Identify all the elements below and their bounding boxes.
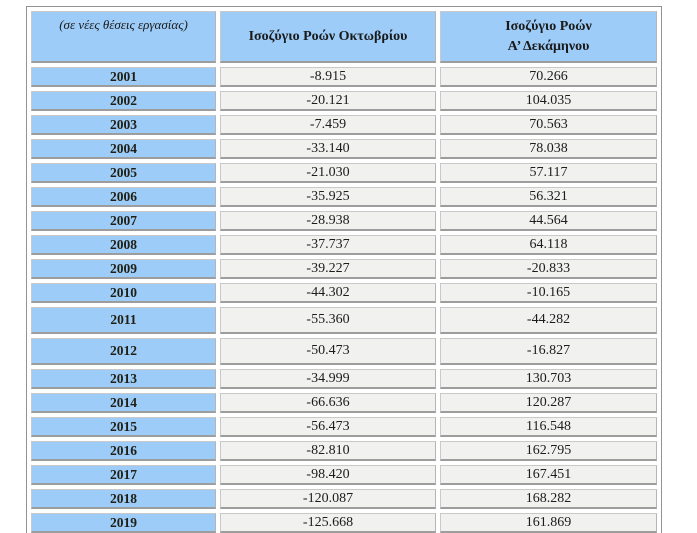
ten-month-value-cell: 57.117 <box>440 163 657 183</box>
october-value-cell: -82.810 <box>220 441 436 461</box>
table-row: 2014 -66.636 120.287 <box>31 393 657 413</box>
october-column-header: Ισοζύγιο Ροών Οκτωβρίου <box>220 11 436 63</box>
october-column-label: Ισοζύγιο Ροών Οκτωβρίου <box>248 28 408 44</box>
ten-month-value-cell: 162.795 <box>440 441 657 461</box>
ten-month-value-cell: 44.564 <box>440 211 657 231</box>
table-row: 2008 -37.737 64.118 <box>31 235 657 255</box>
ten-month-value-cell: 64.118 <box>440 235 657 255</box>
october-value-cell: -20.121 <box>220 91 436 111</box>
ten-month-column-label-line1: Ισοζύγιο Ροών <box>505 18 592 34</box>
ten-month-value-cell: 161.869 <box>440 513 657 533</box>
year-cell: 2001 <box>31 67 216 87</box>
table-row: 2002 -20.121 104.035 <box>31 91 657 111</box>
ten-month-value-cell: 78.038 <box>440 139 657 159</box>
october-value-cell: -66.636 <box>220 393 436 413</box>
table-row: 2007 -28.938 44.564 <box>31 211 657 231</box>
ten-month-value-cell: 116.548 <box>440 417 657 437</box>
october-value-cell: -50.473 <box>220 338 436 365</box>
october-value-cell: -120.087 <box>220 489 436 509</box>
unit-note-header: (σε νέες θέσεις εργασίας) <box>31 11 216 63</box>
year-cell: 2003 <box>31 115 216 135</box>
year-cell: 2006 <box>31 187 216 207</box>
year-cell: 2015 <box>31 417 216 437</box>
year-cell: 2018 <box>31 489 216 509</box>
october-value-cell: -56.473 <box>220 417 436 437</box>
year-cell: 2012 <box>31 338 216 365</box>
year-cell: 2002 <box>31 91 216 111</box>
october-value-cell: -8.915 <box>220 67 436 87</box>
flows-table: (σε νέες θέσεις εργασίας) Ισοζύγιο Ροών … <box>26 6 662 533</box>
ten-month-value-cell: 120.287 <box>440 393 657 413</box>
ten-month-value-cell: -44.282 <box>440 307 657 334</box>
header-row: (σε νέες θέσεις εργασίας) Ισοζύγιο Ροών … <box>31 11 657 63</box>
ten-month-value-cell: 70.266 <box>440 67 657 87</box>
year-cell: 2017 <box>31 465 216 485</box>
october-value-cell: -125.668 <box>220 513 436 533</box>
table-row: 2016 -82.810 162.795 <box>31 441 657 461</box>
year-cell: 2008 <box>31 235 216 255</box>
year-cell: 2004 <box>31 139 216 159</box>
table-row: 2010 -44.302 -10.165 <box>31 283 657 303</box>
table-row: 2015 -56.473 116.548 <box>31 417 657 437</box>
table-row: 2012 -50.473 -16.827 <box>31 338 657 365</box>
table-row: 2009 -39.227 -20.833 <box>31 259 657 279</box>
october-value-cell: -33.140 <box>220 139 436 159</box>
year-cell: 2005 <box>31 163 216 183</box>
table-row: 2003 -7.459 70.563 <box>31 115 657 135</box>
year-cell: 2009 <box>31 259 216 279</box>
table-row: 2019 -125.668 161.869 <box>31 513 657 533</box>
year-cell: 2019 <box>31 513 216 533</box>
table-row: 2011 -55.360 -44.282 <box>31 307 657 334</box>
october-value-cell: -44.302 <box>220 283 436 303</box>
year-cell: 2011 <box>31 307 216 334</box>
october-value-cell: -34.999 <box>220 369 436 389</box>
october-value-cell: -55.360 <box>220 307 436 334</box>
ten-month-value-cell: -16.827 <box>440 338 657 365</box>
october-value-cell: -39.227 <box>220 259 436 279</box>
ten-month-value-cell: 104.035 <box>440 91 657 111</box>
table-row: 2004 -33.140 78.038 <box>31 139 657 159</box>
table-row: 2013 -34.999 130.703 <box>31 369 657 389</box>
ten-month-value-cell: -10.165 <box>440 283 657 303</box>
table-row: 2006 -35.925 56.321 <box>31 187 657 207</box>
october-value-cell: -37.737 <box>220 235 436 255</box>
year-cell: 2010 <box>31 283 216 303</box>
year-cell: 2013 <box>31 369 216 389</box>
table-row: 2017 -98.420 167.451 <box>31 465 657 485</box>
ten-month-value-cell: 56.321 <box>440 187 657 207</box>
ten-month-value-cell: 130.703 <box>440 369 657 389</box>
unit-note-label: (σε νέες θέσεις εργασίας) <box>59 17 188 32</box>
year-cell: 2007 <box>31 211 216 231</box>
ten-month-value-cell: 70.563 <box>440 115 657 135</box>
october-value-cell: -21.030 <box>220 163 436 183</box>
october-value-cell: -98.420 <box>220 465 436 485</box>
ten-month-column-header: Ισοζύγιο Ροών Α’ Δεκάμηνου <box>440 11 657 63</box>
ten-month-value-cell: 168.282 <box>440 489 657 509</box>
october-value-cell: -7.459 <box>220 115 436 135</box>
ten-month-value-cell: -20.833 <box>440 259 657 279</box>
year-cell: 2014 <box>31 393 216 413</box>
ten-month-value-cell: 167.451 <box>440 465 657 485</box>
october-value-cell: -35.925 <box>220 187 436 207</box>
table-row: 2001 -8.915 70.266 <box>31 67 657 87</box>
october-value-cell: -28.938 <box>220 211 436 231</box>
table-row: 2005 -21.030 57.117 <box>31 163 657 183</box>
table-body: 2001 -8.915 70.266 2002 -20.121 104.035 2003 -7… <box>31 67 657 533</box>
ten-month-column-label-line2: Α’ Δεκάμηνου <box>507 38 590 54</box>
table-row: 2018 -120.087 168.282 <box>31 489 657 509</box>
year-cell: 2016 <box>31 441 216 461</box>
